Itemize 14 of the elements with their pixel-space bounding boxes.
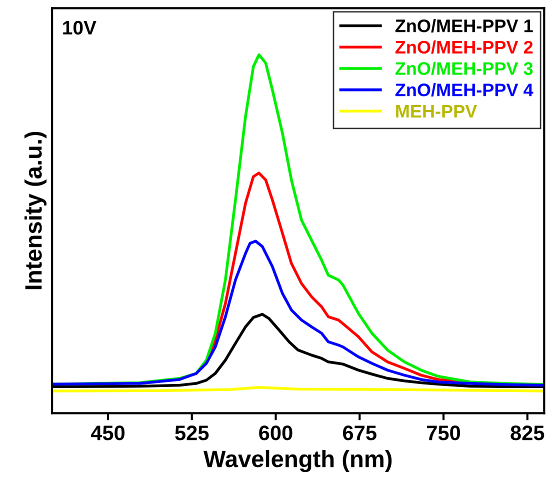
x-tick-label: 600 xyxy=(259,426,292,440)
legend-label: ZnO/MEH-PPV 2 xyxy=(395,40,533,54)
y-axis-title: Intensity (a.u.) xyxy=(24,132,47,290)
legend-label: ZnO/MEH-PPV 4 xyxy=(395,83,534,96)
x-tick-label: 675 xyxy=(343,426,376,440)
legend-label: ZnO/MEH-PPV 1 xyxy=(395,19,533,32)
x-axis-title: Wavelength (nm) xyxy=(203,450,392,472)
x-tick-label: 525 xyxy=(175,426,209,440)
legend-label: ZnO/MEH-PPV 3 xyxy=(395,62,533,76)
text: 10V xyxy=(63,20,96,35)
legend-label: MEH-PPV xyxy=(396,105,478,118)
x-tick-label: 450 xyxy=(90,426,125,440)
x-tick-label: 825 xyxy=(510,426,544,440)
x-tick-label: 750 xyxy=(427,426,460,440)
